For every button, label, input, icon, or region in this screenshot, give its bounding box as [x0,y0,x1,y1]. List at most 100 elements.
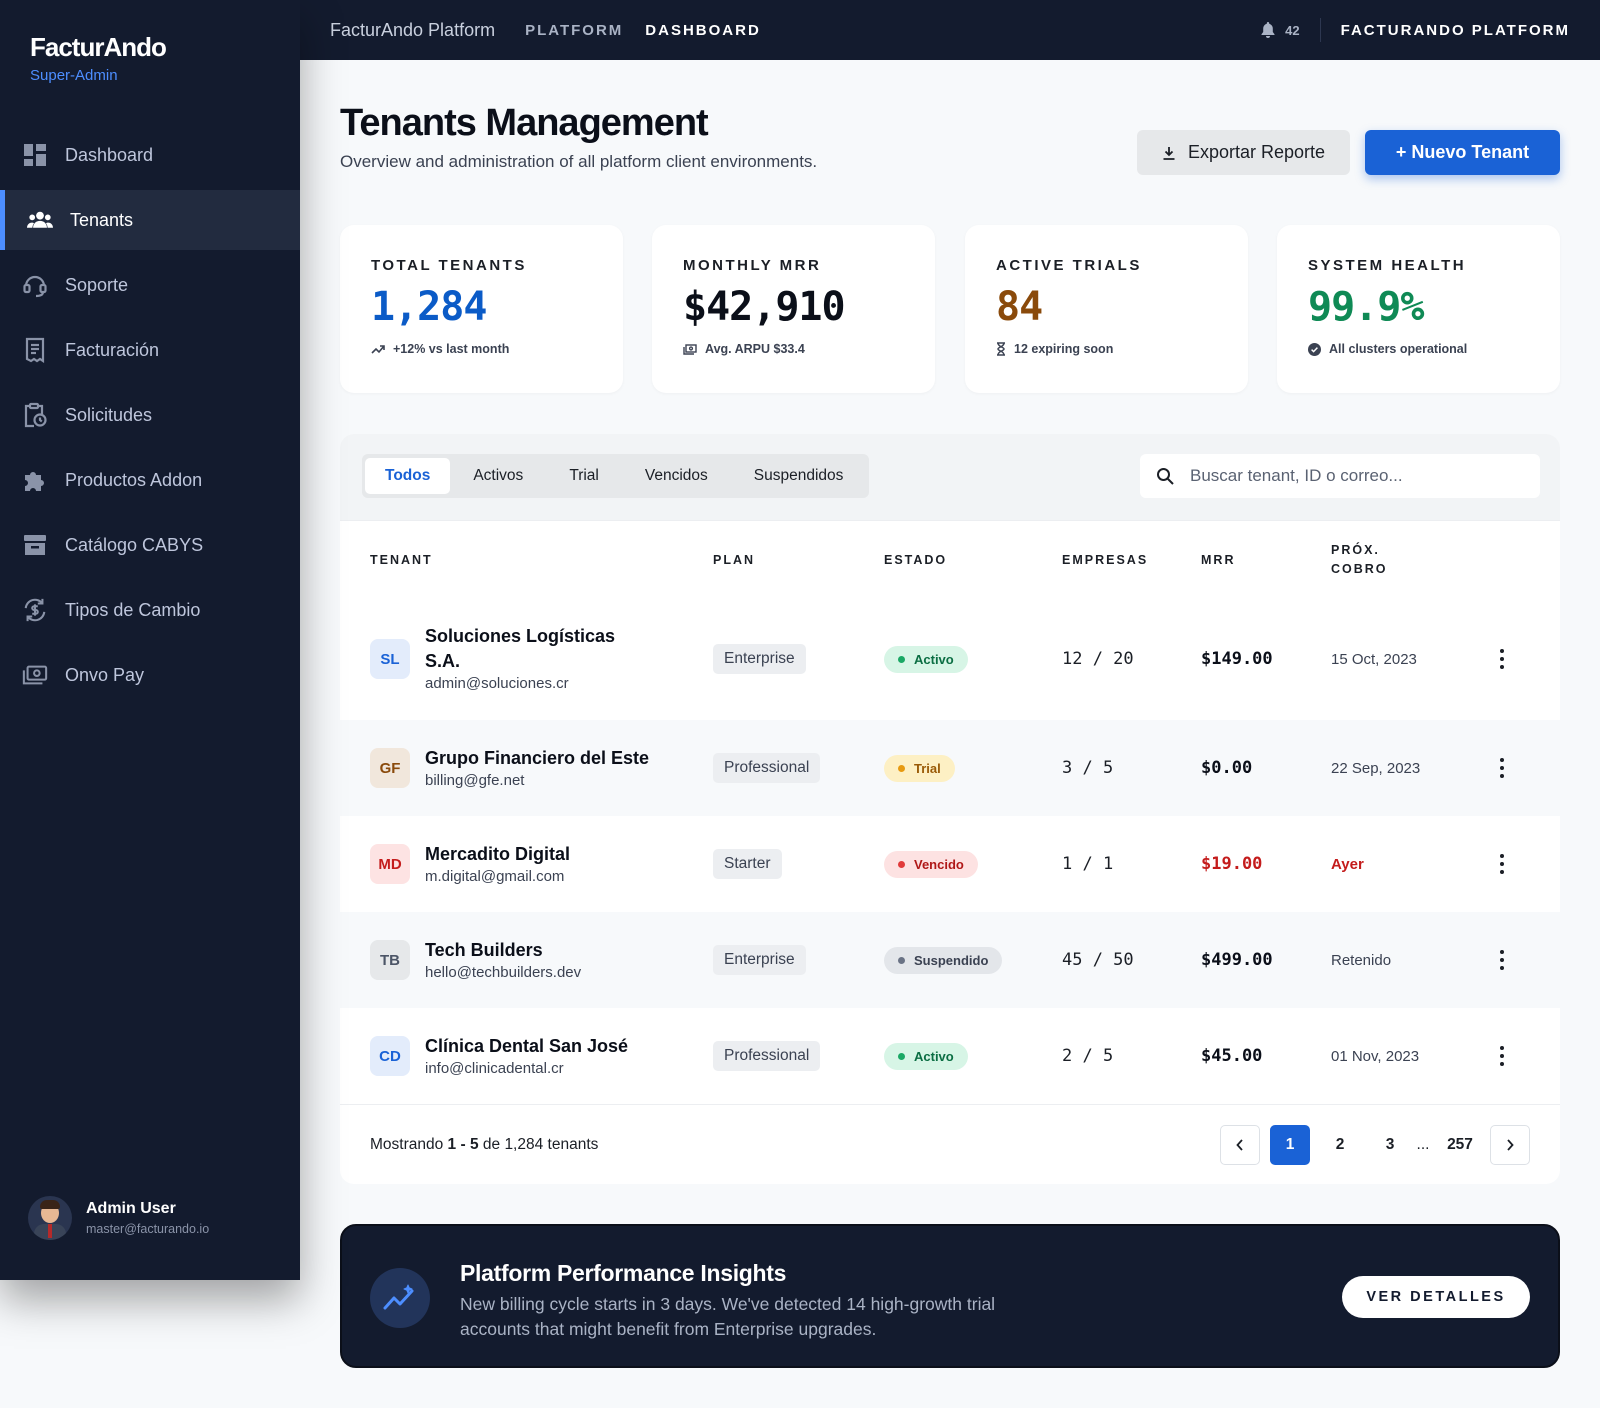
tab-activos[interactable]: Activos [473,467,524,484]
prev-page-button[interactable] [1220,1125,1260,1165]
tab-trial[interactable]: Trial [569,467,599,484]
page-header: Tenants Management Overview and administ… [340,60,1560,220]
insights-banner: Platform Performance Insights New billin… [340,1224,1560,1368]
column-header-empresas[interactable]: EMPRESAS [1062,552,1149,567]
mrr-value: $45.00 [1201,1046,1263,1066]
sidebar-item-tenants[interactable]: Tenants [0,190,300,250]
currency-exchange-icon [22,597,48,623]
bell-icon [1261,22,1275,38]
puzzle-icon [22,467,48,493]
column-header-tenant[interactable]: TENANT [370,552,433,567]
status-label: Suspendido [914,952,989,968]
status-label: Activo [914,651,954,667]
table-row[interactable]: SL Soluciones Logísticas S.A. admin@solu… [340,598,1560,720]
more-vert-icon[interactable] [1490,948,1514,972]
avatar [28,1196,72,1240]
tenant-email: info@clinicadental.cr [425,1059,564,1077]
brand-logo-text[interactable]: FacturAndo [30,32,167,62]
table-row[interactable]: CD Clínica Dental San José info@clinicad… [340,1008,1560,1104]
column-header-plan[interactable]: PLAN [713,552,756,567]
more-vert-icon[interactable] [1490,647,1514,671]
status-badge: Activo [884,1042,968,1070]
notifications-button[interactable]: 42 [1261,18,1321,42]
tenant-avatar: CD [370,1036,410,1076]
plan-badge: Starter [713,849,782,879]
next-billing: 15 Oct, 2023 [1331,650,1417,668]
sidebar-item-label: Soporte [65,274,129,295]
table-header: TENANT PLAN ESTADO EMPRESAS MRR PRÓX. CO… [340,520,1560,598]
status-label: Vencido [914,856,964,872]
support-icon [22,272,48,298]
export-report-label: Exportar Reporte [1187,142,1326,162]
sidebar-item-productos-addon[interactable]: Productos Addon [0,450,300,510]
column-header-prox-cobro[interactable]: PRÓX. COBRO [1331,543,1388,576]
table-row[interactable]: GF Grupo Financiero del Este billing@gfe… [340,720,1560,816]
search-input[interactable] [1190,466,1510,486]
table-row[interactable]: TB Tech Builders hello@techbuilders.dev … [340,912,1560,1008]
page-subtitle: Overview and administration of all platf… [340,152,818,171]
nav-link-dashboard[interactable]: DASHBOARD [645,21,761,39]
empresas-count: 2 / 5 [1062,1046,1114,1066]
main-content: Tenants Management Overview and administ… [340,60,1560,1368]
tenants-table-card: Todos Activos Trial Vencidos Suspendidos… [340,434,1560,1184]
page-button-3[interactable]: 3 [1385,1136,1395,1153]
stat-footnote: Avg. ARPU $33.4 [705,342,805,356]
tenant-name[interactable]: Mercadito Digital [425,843,571,864]
users-icon [27,207,53,233]
mrr-value: $19.00 [1201,854,1263,874]
tenant-name[interactable]: Grupo Financiero del Este [425,747,650,768]
dashboard-icon [22,142,48,168]
table-row[interactable]: MD Mercadito Digital m.digital@gmail.com… [340,816,1560,912]
stat-footnote: All clusters operational [1329,342,1468,356]
tenant-name[interactable]: Soluciones Logísticas S.A. [425,626,616,671]
tab-todos[interactable]: Todos [365,458,451,494]
sidebar-item-soporte[interactable]: Soporte [0,255,300,315]
status-label: Activo [914,1048,954,1064]
stat-label: ACTIVE TRIALS [996,257,1142,274]
sidebar-item-onvo-pay[interactable]: Onvo Pay [0,645,300,705]
sidebar-item-label: Dashboard [65,144,154,165]
sidebar-item-catalogo-cabys[interactable]: Catálogo CABYS [0,515,300,575]
stat-card-active-trials: ACTIVE TRIALS 84 12 expiring soon [965,225,1248,393]
page-ellipsis: ... [1416,1136,1430,1153]
sidebar-item-solicitudes[interactable]: Solicitudes [0,385,300,445]
filter-bar: Todos Activos Trial Vencidos Suspendidos [340,434,1560,520]
tab-vencidos[interactable]: Vencidos [644,467,708,484]
tenant-name[interactable]: Clínica Dental San José [425,1035,629,1056]
nav-link-platform[interactable]: PLATFORM [525,21,624,39]
page-button-1[interactable]: 1 [1270,1125,1310,1165]
sidebar-item-label: Catálogo CABYS [65,534,204,555]
search-icon [1157,468,1174,485]
platform-brand-link[interactable]: FACTURANDO PLATFORM [1340,21,1570,39]
export-report-button[interactable]: Exportar Reporte [1137,130,1350,175]
more-vert-icon[interactable] [1490,1044,1514,1068]
next-page-button[interactable] [1490,1125,1530,1165]
page-button-2[interactable]: 2 [1335,1136,1345,1153]
column-header-estado[interactable]: ESTADO [884,552,948,567]
platform-title[interactable]: FacturAndo Platform [330,19,496,40]
new-tenant-button[interactable]: + Nuevo Tenant [1365,130,1560,175]
sidebar-item-tipos-de-cambio[interactable]: Tipos de Cambio [0,580,300,640]
tenant-avatar: SL [370,639,410,679]
sidebar-item-facturacion[interactable]: Facturación [0,320,300,380]
status-badge: Activo [884,645,968,673]
more-vert-icon[interactable] [1490,852,1514,876]
showing-total: 1,284 [504,1136,544,1153]
payments-icon [22,662,48,688]
more-vert-icon[interactable] [1490,756,1514,780]
search-box [1140,454,1540,498]
sidebar: FacturAndo Super-Admin Dashboard Tenants… [0,0,300,1280]
stat-label: TOTAL TENANTS [371,257,527,274]
sidebar-item-dashboard[interactable]: Dashboard [0,125,300,185]
column-header-mrr[interactable]: MRR [1201,552,1236,567]
stat-footnote: 12 expiring soon [1014,342,1114,356]
view-details-button[interactable]: VER DETALLES [1342,1276,1530,1318]
sidebar-item-label: Tenants [70,209,134,230]
page-button-257[interactable]: 257 [1447,1136,1473,1153]
download-icon [1163,146,1175,160]
tenant-name[interactable]: Tech Builders [425,939,543,960]
showing-suffix: tenants [547,1136,599,1153]
clipboard-clock-icon [22,402,48,428]
user-profile[interactable]: Admin User master@facturando.io [28,1196,209,1240]
tab-suspendidos[interactable]: Suspendidos [753,467,844,484]
